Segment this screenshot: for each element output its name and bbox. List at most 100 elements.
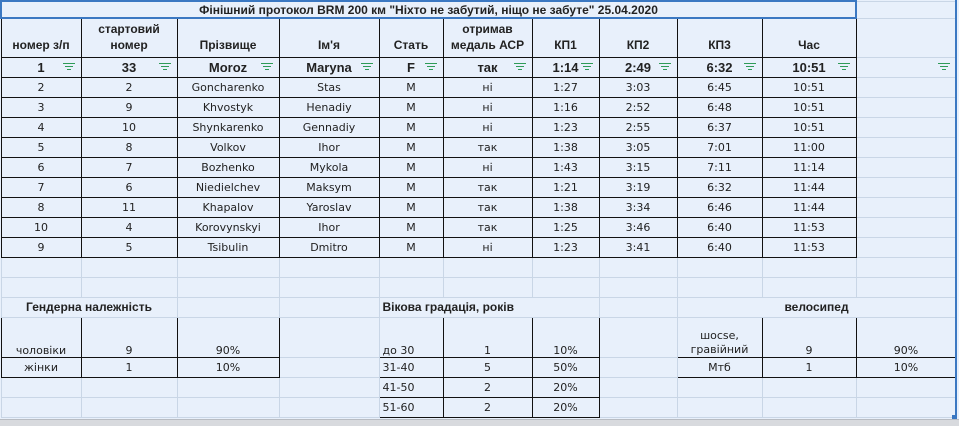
- filter-icon[interactable]: [158, 62, 171, 73]
- table-cell[interactable]: Yaroslav: [278, 196, 380, 218]
- column-header[interactable]: Час: [761, 17, 857, 58]
- cell[interactable]: [761, 256, 857, 278]
- bike-cell[interactable]: шосse, гравійний: [676, 316, 763, 358]
- table-cell[interactable]: 2:55: [598, 116, 678, 138]
- gender-cell[interactable]: 10%: [176, 356, 280, 378]
- cell[interactable]: [855, 76, 957, 98]
- table-cell[interactable]: 10: [0, 216, 82, 238]
- cell[interactable]: [80, 376, 178, 398]
- table-cell[interactable]: 1:27: [531, 76, 600, 98]
- cell[interactable]: [598, 296, 678, 318]
- cell[interactable]: [855, 256, 957, 278]
- table-cell[interactable]: так: [442, 176, 533, 198]
- cell[interactable]: [855, 196, 957, 218]
- filter-icon[interactable]: [360, 62, 373, 73]
- table-cell[interactable]: 11:00: [761, 136, 857, 158]
- filter-icon[interactable]: [743, 62, 756, 73]
- table-cell[interactable]: Goncharenko: [176, 76, 280, 98]
- cell[interactable]: [761, 276, 857, 298]
- cell[interactable]: [176, 376, 280, 398]
- horizontal-scrollbar[interactable]: [0, 419, 959, 426]
- filter-icon[interactable]: [424, 62, 437, 73]
- column-header[interactable]: КП1: [531, 17, 600, 58]
- cell[interactable]: [0, 256, 82, 278]
- cell[interactable]: [278, 296, 380, 318]
- table-cell[interactable]: M: [378, 236, 444, 258]
- table-cell[interactable]: 3:46: [598, 216, 678, 238]
- table-cell[interactable]: 6:45: [676, 76, 763, 98]
- cell[interactable]: [855, 396, 957, 418]
- table-cell[interactable]: 5: [0, 136, 82, 158]
- cell[interactable]: [676, 276, 763, 298]
- bike-cell[interactable]: 90%: [855, 316, 957, 358]
- age-cell[interactable]: 2: [442, 396, 533, 418]
- table-cell[interactable]: Maksym: [278, 176, 380, 198]
- cell[interactable]: [80, 276, 178, 298]
- cell[interactable]: [378, 276, 444, 298]
- sheet-title[interactable]: Фінішний протокол BRM 200 км "Ніхто не з…: [0, 0, 857, 19]
- cell[interactable]: [855, 96, 957, 118]
- column-header[interactable]: КП2: [598, 17, 678, 58]
- table-cell[interactable]: 2: [80, 76, 178, 98]
- cell[interactable]: [80, 396, 178, 418]
- cell[interactable]: [676, 256, 763, 278]
- table-cell[interactable]: так: [442, 56, 533, 78]
- cell[interactable]: [176, 256, 280, 278]
- table-cell[interactable]: 6: [80, 176, 178, 198]
- table-cell[interactable]: 3:34: [598, 196, 678, 218]
- cell[interactable]: [855, 0, 957, 19]
- cell[interactable]: [855, 376, 957, 398]
- table-cell[interactable]: 2:52: [598, 96, 678, 118]
- cell[interactable]: [176, 396, 280, 418]
- table-cell[interactable]: 33: [80, 56, 178, 78]
- table-cell[interactable]: 10:51: [761, 96, 857, 118]
- table-cell[interactable]: 8: [0, 196, 82, 218]
- cell[interactable]: [598, 256, 678, 278]
- table-cell[interactable]: ні: [442, 96, 533, 118]
- cell[interactable]: [676, 396, 763, 418]
- table-cell[interactable]: 9: [80, 96, 178, 118]
- age-cell[interactable]: 2: [442, 376, 533, 398]
- cell[interactable]: [855, 136, 957, 158]
- table-cell[interactable]: Tsibulin: [176, 236, 280, 258]
- table-cell[interactable]: 11:53: [761, 216, 857, 238]
- cell[interactable]: [176, 296, 280, 318]
- age-cell[interactable]: 5: [442, 356, 533, 378]
- table-cell[interactable]: Korovynskyi: [176, 216, 280, 238]
- table-cell[interactable]: Shynkarenko: [176, 116, 280, 138]
- age-cell[interactable]: 20%: [531, 396, 600, 418]
- gender-cell[interactable]: 1: [80, 356, 178, 378]
- table-cell[interactable]: 5: [80, 236, 178, 258]
- filter-icon[interactable]: [937, 62, 950, 73]
- table-cell[interactable]: 10:51: [761, 116, 857, 138]
- cell[interactable]: [442, 256, 533, 278]
- table-cell[interactable]: 3:19: [598, 176, 678, 198]
- table-cell[interactable]: 7: [80, 156, 178, 178]
- table-cell[interactable]: 7:01: [676, 136, 763, 158]
- cell[interactable]: [278, 356, 380, 378]
- cell[interactable]: [855, 56, 957, 78]
- table-cell[interactable]: Dmitro: [278, 236, 380, 258]
- cell[interactable]: [855, 216, 957, 238]
- cell[interactable]: [598, 276, 678, 298]
- table-cell[interactable]: M: [378, 96, 444, 118]
- table-cell[interactable]: 3:05: [598, 136, 678, 158]
- table-cell[interactable]: 8: [80, 136, 178, 158]
- column-header[interactable]: Стать: [378, 17, 444, 58]
- cell[interactable]: [278, 316, 380, 358]
- table-cell[interactable]: 6:32: [676, 176, 763, 198]
- cell[interactable]: [278, 376, 380, 398]
- table-cell[interactable]: 10: [80, 116, 178, 138]
- bike-heading[interactable]: велосипед: [676, 296, 957, 318]
- age-cell[interactable]: 10%: [531, 316, 600, 358]
- cell[interactable]: [855, 116, 957, 138]
- age-cell[interactable]: 50%: [531, 356, 600, 378]
- table-cell[interactable]: 3:41: [598, 236, 678, 258]
- table-cell[interactable]: Moroz: [176, 56, 280, 78]
- cell[interactable]: [0, 396, 82, 418]
- table-cell[interactable]: 1:21: [531, 176, 600, 198]
- cell[interactable]: [761, 376, 857, 398]
- bike-cell[interactable]: 10%: [855, 356, 957, 378]
- selection-fill-handle[interactable]: [952, 415, 957, 420]
- column-header[interactable]: Прізвище: [176, 17, 280, 58]
